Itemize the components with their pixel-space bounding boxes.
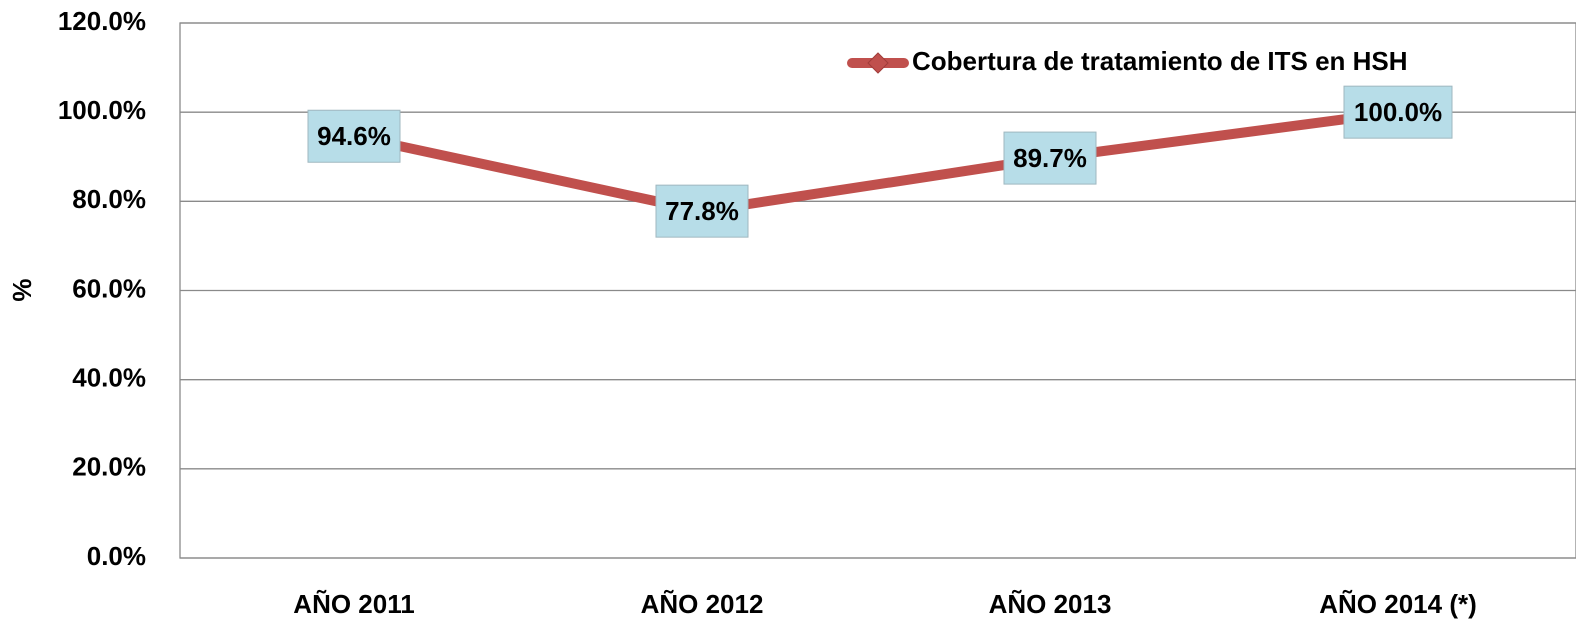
data-label-box bbox=[1343, 85, 1453, 139]
y-tick-label: 20.0% bbox=[72, 452, 146, 482]
data-label-box bbox=[1003, 131, 1097, 185]
x-tick-label: AÑO 2013 bbox=[989, 589, 1112, 619]
y-tick-label: 0.0% bbox=[87, 541, 146, 571]
data-label-box bbox=[655, 184, 749, 238]
y-tick-label: 120.0% bbox=[58, 6, 146, 36]
data-label: 94.6% bbox=[317, 121, 391, 151]
data-label-box bbox=[307, 109, 401, 163]
y-tick-label: 60.0% bbox=[72, 273, 146, 303]
data-label: 100.0% bbox=[1354, 97, 1442, 127]
x-tick-label: AÑO 2014 (*) bbox=[1319, 589, 1477, 619]
legend-marker bbox=[867, 52, 889, 74]
series-line bbox=[352, 107, 1399, 217]
data-label: 77.8% bbox=[665, 196, 739, 226]
y-axis-label: % bbox=[7, 278, 37, 301]
x-tick-label: AÑO 2012 bbox=[641, 589, 764, 619]
x-tick-label: AÑO 2011 bbox=[293, 589, 414, 619]
legend-label: Cobertura de tratamiento de ITS en HSH bbox=[912, 46, 1408, 76]
y-tick-label: 80.0% bbox=[72, 184, 146, 214]
data-label: 89.7% bbox=[1013, 143, 1087, 173]
y-tick-label: 40.0% bbox=[72, 363, 146, 393]
y-tick-label: 100.0% bbox=[58, 95, 146, 125]
